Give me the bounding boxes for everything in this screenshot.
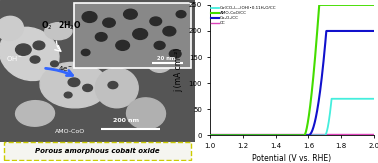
Y-axis label: j (mA cm⁻²): j (mA cm⁻²) xyxy=(174,48,183,92)
Circle shape xyxy=(64,92,72,98)
Circle shape xyxy=(108,82,118,89)
Ellipse shape xyxy=(95,68,138,108)
FancyBboxPatch shape xyxy=(74,3,191,68)
Circle shape xyxy=(163,27,176,36)
FancyBboxPatch shape xyxy=(4,142,191,160)
Circle shape xyxy=(30,56,40,63)
Ellipse shape xyxy=(82,31,113,59)
Circle shape xyxy=(154,41,165,49)
Circle shape xyxy=(176,11,186,18)
Legend: Co(CO₃)₀.₅(OH)•0.11H₂O/CC, AMO-CoO/CC, Co₃O₄/CC, CC: Co(CO₃)₀.₅(OH)•0.11H₂O/CC, AMO-CoO/CC, C… xyxy=(211,6,277,26)
Circle shape xyxy=(133,29,147,39)
Text: Porous amorphous cobalt oxide: Porous amorphous cobalt oxide xyxy=(35,148,160,154)
Circle shape xyxy=(81,49,90,56)
Ellipse shape xyxy=(45,23,72,40)
Ellipse shape xyxy=(15,101,54,126)
Circle shape xyxy=(51,61,59,67)
Circle shape xyxy=(169,50,181,58)
Circle shape xyxy=(116,40,129,50)
Text: 2H$_2$O: 2H$_2$O xyxy=(58,19,82,32)
Text: AMO-CoO: AMO-CoO xyxy=(54,129,85,134)
Circle shape xyxy=(68,78,80,87)
Text: OH$^-$: OH$^-$ xyxy=(6,54,23,63)
Ellipse shape xyxy=(127,98,166,129)
Circle shape xyxy=(150,17,161,26)
Circle shape xyxy=(103,18,115,27)
Circle shape xyxy=(15,44,31,55)
Text: O$_2$: O$_2$ xyxy=(41,19,52,32)
Ellipse shape xyxy=(0,16,23,40)
Text: 20 nm: 20 nm xyxy=(157,56,175,61)
Text: 4e$^-$: 4e$^-$ xyxy=(58,64,74,73)
Text: 200 nm: 200 nm xyxy=(113,118,139,123)
Ellipse shape xyxy=(40,62,108,108)
Circle shape xyxy=(124,9,137,19)
Circle shape xyxy=(82,12,97,22)
Ellipse shape xyxy=(146,47,173,72)
Ellipse shape xyxy=(0,27,59,81)
Circle shape xyxy=(33,41,45,50)
X-axis label: Potential (V vs. RHE): Potential (V vs. RHE) xyxy=(253,155,332,163)
Circle shape xyxy=(95,33,107,41)
Circle shape xyxy=(83,84,93,91)
